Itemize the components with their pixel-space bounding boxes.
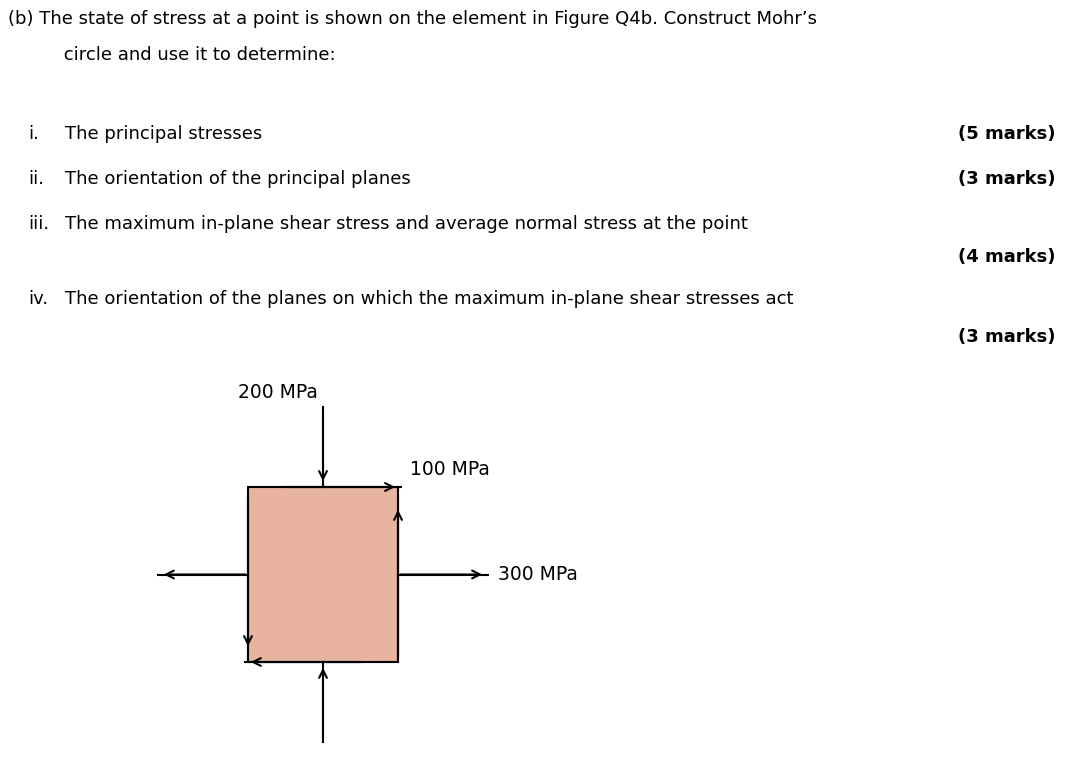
Text: (3 marks): (3 marks)	[958, 328, 1055, 346]
Text: (b) The state of stress at a point is shown on the element in Figure Q4b. Constr: (b) The state of stress at a point is sh…	[7, 10, 817, 28]
Text: The principal stresses: The principal stresses	[65, 125, 262, 143]
Text: ii.: ii.	[28, 170, 44, 188]
Text: 100 MPa: 100 MPa	[410, 460, 490, 479]
Bar	[248, 487, 398, 662]
Text: The orientation of the planes on which the maximum in-plane shear stresses act: The orientation of the planes on which t…	[65, 290, 794, 308]
Text: iv.: iv.	[28, 290, 48, 308]
Text: i.: i.	[28, 125, 39, 143]
Text: 300 MPa: 300 MPa	[498, 565, 578, 584]
Text: The orientation of the principal planes: The orientation of the principal planes	[65, 170, 411, 188]
Text: (4 marks): (4 marks)	[958, 248, 1055, 266]
Text: (5 marks): (5 marks)	[958, 125, 1055, 143]
Text: (3 marks): (3 marks)	[958, 170, 1055, 188]
Text: iii.: iii.	[28, 215, 49, 233]
Text: The maximum in-plane shear stress and average normal stress at the point: The maximum in-plane shear stress and av…	[65, 215, 748, 233]
Text: circle and use it to determine:: circle and use it to determine:	[35, 46, 336, 64]
Text: 200 MPa: 200 MPa	[239, 383, 318, 402]
